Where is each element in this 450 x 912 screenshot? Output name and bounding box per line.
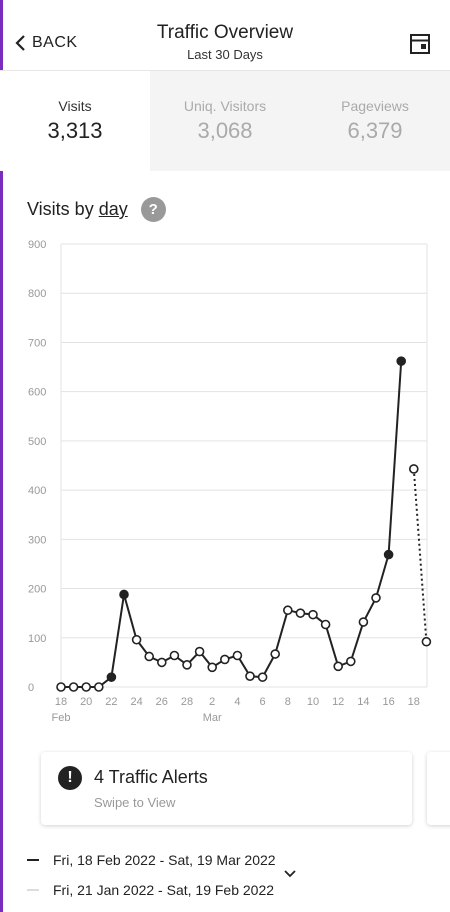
y-tick-label: 100	[28, 633, 46, 645]
data-point	[144, 651, 154, 662]
x-tick-label: 26	[156, 696, 168, 708]
data-point	[282, 605, 293, 616]
chart-title: Visits by day ?	[27, 197, 166, 222]
window-edge	[0, 0, 3, 912]
x-group-label: Feb	[52, 712, 71, 724]
interval-selector[interactable]: day	[98, 199, 128, 219]
data-point	[408, 464, 419, 474]
x-group-label: Mar	[203, 712, 222, 724]
tab-value: 3,068	[197, 118, 253, 143]
page-subtitle: Last 30 Days	[187, 47, 263, 62]
data-point	[207, 662, 217, 673]
y-tick-label: 800	[28, 288, 46, 300]
legend-swatch-previous	[27, 889, 39, 891]
data-point	[371, 593, 381, 603]
data-point	[308, 609, 318, 620]
chevron-left-icon	[15, 35, 25, 51]
data-point	[194, 646, 205, 657]
data-point	[157, 657, 167, 668]
data-point	[358, 617, 369, 627]
x-tick-label: 12	[332, 696, 344, 708]
tab-pageviews[interactable]: Pageviews 6,379	[300, 71, 450, 171]
data-point	[94, 682, 104, 692]
y-tick-label: 400	[28, 485, 46, 497]
chart-title-prefix: Visits by	[27, 199, 94, 219]
next-alert-card[interactable]	[427, 752, 450, 825]
legend-swatch-current	[27, 859, 39, 861]
page-title: Traffic Overview	[156, 22, 294, 43]
data-point	[232, 650, 243, 661]
data-point	[383, 549, 394, 560]
x-tick-label: 14	[357, 696, 369, 708]
data-point	[257, 672, 268, 682]
x-tick-label: 28	[181, 696, 193, 708]
previous-date-range[interactable]: Fri, 21 Jan 2022 - Sat, 19 Feb 2022	[27, 882, 274, 898]
tab-value: 6,379	[347, 118, 403, 143]
back-button[interactable]: BACK	[14, 34, 78, 52]
tab-label: Pageviews	[341, 98, 409, 114]
data-point	[345, 656, 356, 667]
range-label: Fri, 18 Feb 2022 - Sat, 19 Mar 2022	[53, 852, 276, 868]
traffic-alert-card[interactable]: ! 4 Traffic Alerts Swipe to View	[41, 752, 412, 825]
tab-visits[interactable]: Visits 3,313	[0, 71, 150, 171]
data-point	[106, 672, 117, 682]
y-tick-label: 200	[28, 584, 46, 596]
x-tick-label: 24	[130, 696, 142, 708]
alert-subtitle: Swipe to View	[94, 795, 176, 810]
x-tick-label: 18	[55, 696, 67, 708]
data-point	[131, 634, 142, 645]
data-point	[220, 654, 230, 665]
x-tick-label: 2	[209, 696, 215, 708]
data-point	[396, 356, 407, 366]
series-line	[61, 361, 403, 688]
x-tick-label: 18	[408, 696, 420, 708]
alert-title: 4 Traffic Alerts	[94, 767, 208, 787]
y-tick-label: 500	[28, 436, 46, 448]
data-point	[333, 661, 344, 672]
x-tick-label: 10	[307, 696, 319, 708]
help-icon[interactable]: ?	[140, 197, 166, 222]
y-tick-label: 700	[28, 337, 46, 349]
metric-tabs: Visits 3,313 Uniq. Visitors 3,068 Pagevi…	[0, 71, 450, 171]
data-point	[320, 619, 331, 630]
data-point	[421, 636, 432, 647]
data-point	[56, 682, 66, 692]
y-tick-label: 0	[28, 682, 34, 694]
data-point	[270, 649, 281, 659]
series-line-partial	[412, 468, 428, 642]
data-point	[119, 589, 129, 600]
range-label: Fri, 21 Jan 2022 - Sat, 19 Feb 2022	[53, 882, 275, 898]
data-point	[182, 660, 192, 670]
x-tick-label: 4	[234, 696, 240, 708]
x-tick-label: 8	[285, 696, 291, 708]
data-point	[245, 671, 255, 681]
alert-icon: !	[58, 766, 82, 790]
y-tick-label: 900	[28, 239, 46, 251]
y-tick-label: 600	[28, 387, 46, 399]
x-tick-label: 22	[105, 696, 117, 708]
data-point	[81, 682, 91, 692]
x-tick-label: 16	[382, 696, 394, 708]
x-tick-label: 20	[80, 696, 92, 708]
tab-label: Uniq. Visitors	[183, 98, 267, 114]
tab-label: Visits	[58, 98, 92, 114]
tab-value: 3,313	[47, 118, 103, 143]
tab-unique-visitors[interactable]: Uniq. Visitors 3,068	[150, 71, 300, 171]
app-header: BACK Traffic Overview Last 30 Days	[0, 0, 450, 71]
back-label: BACK	[32, 34, 78, 51]
y-tick-label: 300	[28, 534, 46, 546]
data-point	[68, 682, 79, 692]
x-tick-label: 6	[260, 696, 266, 708]
chevron-down-icon[interactable]	[282, 866, 298, 882]
current-date-range[interactable]: Fri, 18 Feb 2022 - Sat, 19 Mar 2022	[27, 852, 276, 868]
panel-icon[interactable]	[409, 33, 431, 55]
data-point	[295, 608, 306, 618]
data-point	[169, 650, 180, 661]
